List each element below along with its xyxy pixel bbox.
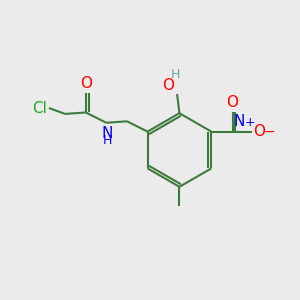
Text: −: − (264, 124, 276, 139)
Text: N: N (234, 114, 245, 129)
Text: +: + (245, 116, 256, 129)
Text: H: H (171, 68, 180, 81)
Text: O: O (162, 78, 174, 93)
Text: O: O (226, 95, 238, 110)
Text: O: O (253, 124, 265, 139)
Text: N: N (101, 126, 113, 141)
Text: O: O (80, 76, 92, 91)
Text: H: H (103, 134, 112, 147)
Text: Cl: Cl (32, 100, 46, 116)
